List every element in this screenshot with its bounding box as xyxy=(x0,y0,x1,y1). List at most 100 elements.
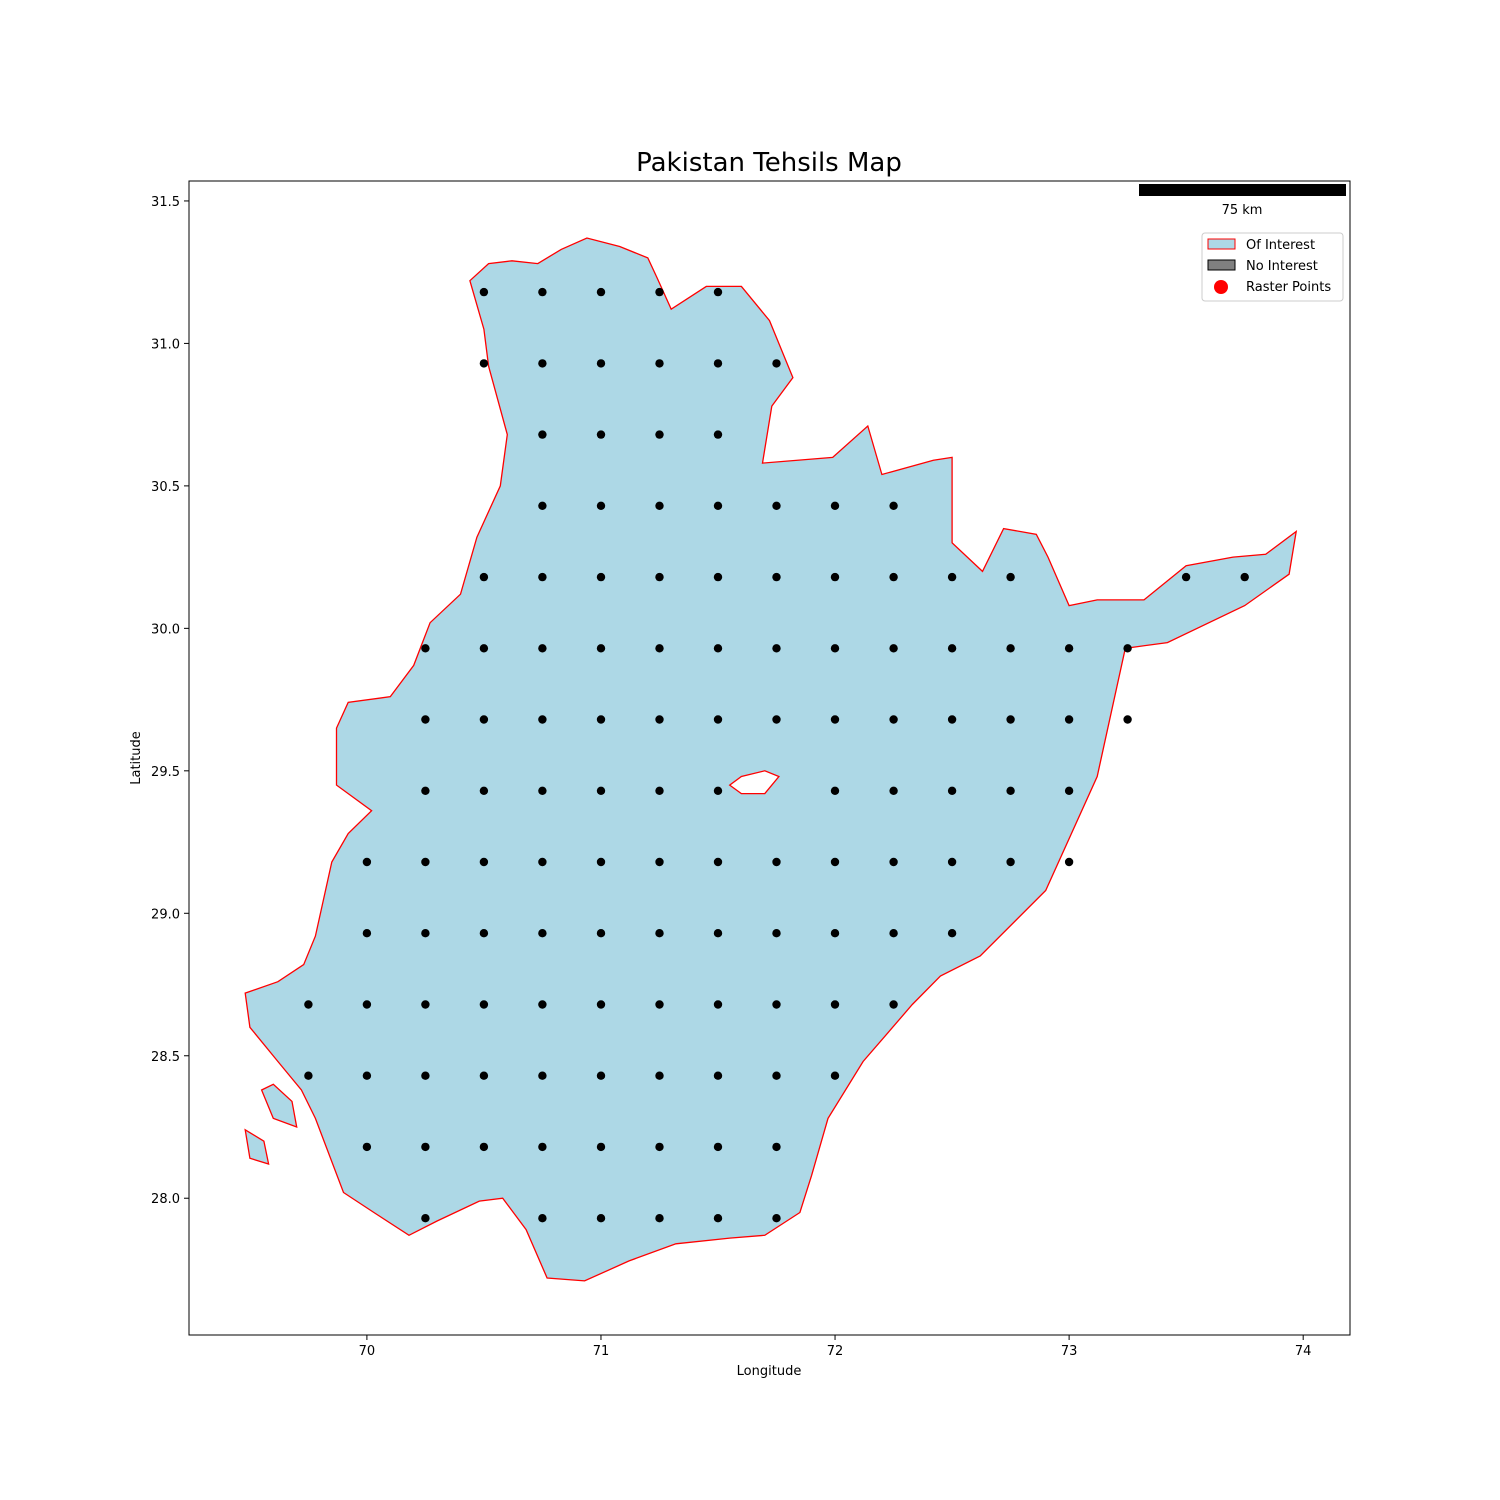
raster-point xyxy=(830,857,840,867)
raster-point xyxy=(479,786,489,795)
raster-point xyxy=(362,1071,372,1080)
raster-point xyxy=(655,644,664,653)
raster-point xyxy=(713,287,723,297)
raster-point xyxy=(1123,715,1132,724)
x-tick-label: 73 xyxy=(1061,1344,1078,1359)
raster-point xyxy=(479,572,489,582)
raster-point xyxy=(362,857,372,867)
raster-point xyxy=(655,572,664,582)
raster-points-layer xyxy=(304,287,1249,1223)
raster-point xyxy=(1181,572,1191,582)
y-tick-label: 31.0 xyxy=(151,337,180,352)
raster-point xyxy=(830,1000,840,1009)
raster-point xyxy=(655,1214,664,1223)
raster-point xyxy=(713,1000,723,1009)
x-axis: 70 71 72 73 74 xyxy=(359,1335,1311,1359)
region-of-interest xyxy=(244,237,1298,1282)
raster-point xyxy=(655,786,664,795)
raster-point xyxy=(830,715,840,724)
plot-frame xyxy=(188,180,1351,1336)
raster-point xyxy=(538,501,547,510)
y-tick-label: 28.0 xyxy=(151,1192,180,1207)
raster-point xyxy=(479,1000,489,1009)
raster-point xyxy=(421,715,430,724)
raster-point xyxy=(596,1000,606,1009)
raster-point xyxy=(1006,857,1015,867)
raster-point xyxy=(538,857,547,867)
raster-point xyxy=(713,572,723,582)
raster-point xyxy=(772,1214,781,1223)
raster-point xyxy=(538,1000,547,1009)
raster-point xyxy=(830,644,840,653)
raster-point xyxy=(304,1071,313,1080)
raster-point xyxy=(713,430,723,439)
raster-point xyxy=(947,715,957,724)
raster-point xyxy=(830,929,840,938)
region-island xyxy=(244,1128,270,1165)
legend-of-interest-swatch xyxy=(1207,238,1236,250)
raster-point xyxy=(538,644,547,653)
raster-point xyxy=(713,1071,723,1080)
y-tick-label: 29.5 xyxy=(151,765,180,780)
raster-point xyxy=(1123,644,1132,653)
raster-point xyxy=(655,501,664,510)
raster-point xyxy=(772,644,781,653)
legend-raster-points-label: Raster Points xyxy=(1246,280,1331,295)
raster-point xyxy=(713,929,723,938)
raster-point xyxy=(596,1142,606,1152)
legend-frame xyxy=(1201,232,1344,302)
raster-point xyxy=(421,644,430,653)
raster-point xyxy=(947,786,957,795)
legend-no-interest-swatch xyxy=(1207,259,1236,271)
region-island xyxy=(260,1083,298,1129)
raster-point xyxy=(772,857,781,867)
raster-point xyxy=(479,1071,489,1080)
raster-point xyxy=(655,287,664,297)
raster-point xyxy=(713,857,723,867)
raster-point xyxy=(479,287,489,297)
raster-point xyxy=(421,1214,430,1223)
raster-point xyxy=(713,644,723,653)
raster-point xyxy=(1006,715,1015,724)
raster-point xyxy=(655,1142,664,1152)
x-tick-label: 72 xyxy=(827,1344,844,1359)
raster-point xyxy=(538,786,547,795)
legend: Of Interest No Interest Raster Points xyxy=(1201,232,1344,302)
raster-point xyxy=(538,929,547,938)
raster-point xyxy=(304,1000,313,1009)
raster-point xyxy=(830,1071,840,1080)
raster-point xyxy=(596,1071,606,1080)
raster-point xyxy=(479,929,489,938)
raster-point xyxy=(421,786,430,795)
y-tick-label: 30.0 xyxy=(151,622,180,637)
legend-no-interest-label: No Interest xyxy=(1246,259,1318,274)
raster-point xyxy=(655,359,664,368)
raster-point xyxy=(655,857,664,867)
raster-point xyxy=(538,1214,547,1223)
scale-bar: 75 km xyxy=(1139,184,1346,218)
raster-point xyxy=(889,786,898,795)
raster-point xyxy=(1006,644,1015,653)
raster-point xyxy=(655,1000,664,1009)
raster-point xyxy=(830,572,840,582)
raster-point xyxy=(1064,857,1074,867)
raster-point xyxy=(713,715,723,724)
raster-point xyxy=(947,572,957,582)
raster-point xyxy=(1006,786,1015,795)
y-tick-label: 29.0 xyxy=(151,907,180,922)
raster-point xyxy=(1064,715,1074,724)
raster-point xyxy=(596,501,606,510)
raster-point xyxy=(479,715,489,724)
raster-point xyxy=(947,644,957,653)
raster-point xyxy=(538,287,547,297)
raster-point xyxy=(538,430,547,439)
raster-point xyxy=(479,644,489,653)
raster-point xyxy=(772,1000,781,1009)
raster-point xyxy=(479,857,489,867)
raster-point xyxy=(596,287,606,297)
y-axis: 28.0 28.5 29.0 29.5 30.0 30.5 31.0 31.5 xyxy=(151,195,189,1207)
raster-point xyxy=(362,1142,372,1152)
raster-point xyxy=(713,786,723,795)
raster-point xyxy=(889,857,898,867)
